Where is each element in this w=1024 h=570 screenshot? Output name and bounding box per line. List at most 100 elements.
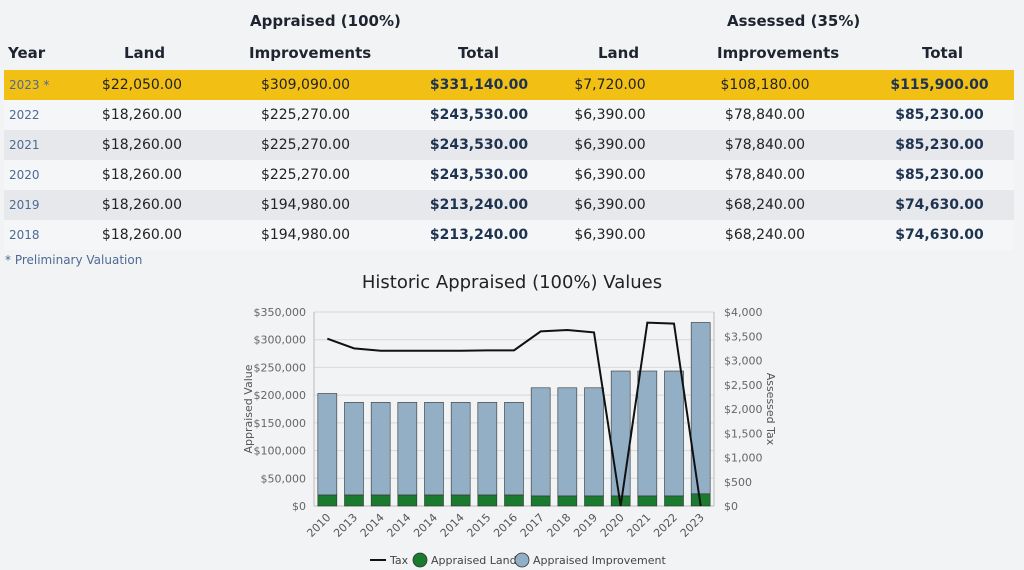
appraised-improvements-cell: $225,270.00 <box>208 100 403 130</box>
appraised-land-cell: $18,260.00 <box>76 130 208 160</box>
appraised-land-cell: $18,260.00 <box>76 220 208 250</box>
legend-land-label: Appraised Land <box>431 554 517 567</box>
x-tick-label: 2014 <box>384 511 413 540</box>
y2-tick-label: $1,500 <box>724 427 763 440</box>
bar-land <box>344 494 364 507</box>
bar-improvement <box>424 402 444 496</box>
tax-line <box>326 321 702 507</box>
y2-axis-label: Assessed Tax <box>764 373 777 446</box>
assessed-improvements-cell: $108,180.00 <box>665 70 865 100</box>
y-tick-label: $50,000 <box>261 472 307 485</box>
y2-tick-label: $500 <box>724 476 752 489</box>
appraised-land-cell: $18,260.00 <box>76 190 208 220</box>
assessed-improvements-cell: $78,840.00 <box>665 100 865 130</box>
x-tick-label: 2017 <box>518 511 547 540</box>
assessed-total-cell: $85,230.00 <box>865 100 1014 130</box>
appraised-total-cell: $243,530.00 <box>403 130 555 160</box>
y2-tick-label: $2,500 <box>724 379 763 392</box>
bar-land <box>450 494 471 507</box>
y2-tick-label: $0 <box>724 500 738 513</box>
y2-tick-label: $4,000 <box>724 306 763 319</box>
assessed-improvements-cell: $78,840.00 <box>665 160 865 190</box>
valuation-table: 2023 * $22,050.00 $309,090.00 $331,140.0… <box>4 70 1014 250</box>
table-row: 2019 $18,260.00 $194,980.00 $213,240.00 … <box>4 190 1014 220</box>
y2-tick-label: $3,000 <box>724 355 763 368</box>
x-tick-label: 2010 <box>304 511 333 540</box>
appraised-improvements-cell: $194,980.00 <box>208 190 403 220</box>
year-link[interactable]: 2021 <box>4 130 76 160</box>
bar-land <box>557 495 578 507</box>
x-tick-label: 2013 <box>331 511 360 540</box>
legend-land-swatch <box>412 552 428 568</box>
assessed-land-cell: $6,390.00 <box>555 130 665 160</box>
y-tick-label: $200,000 <box>254 389 307 402</box>
appraised-total-column-header: Total <box>458 44 499 62</box>
year-link[interactable]: 2019 <box>4 190 76 220</box>
x-tick-label: 2016 <box>491 511 520 540</box>
bar-improvement <box>610 370 631 497</box>
assessed-land-cell: $6,390.00 <box>555 220 665 250</box>
assessed-total-cell: $74,630.00 <box>865 190 1014 220</box>
appraised-total-cell: $213,240.00 <box>403 190 555 220</box>
y-tick-label: $0 <box>292 500 306 513</box>
appraised-land-cell: $18,260.00 <box>76 100 208 130</box>
table-row: 2021 $18,260.00 $225,270.00 $243,530.00 … <box>4 130 1014 160</box>
appraised-total-cell: $213,240.00 <box>403 220 555 250</box>
y2-tick-label: $3,500 <box>724 330 763 343</box>
y-tick-label: $300,000 <box>254 334 307 347</box>
assessed-land-column-header: Land <box>598 44 640 62</box>
table-row: 2018 $18,260.00 $194,980.00 $213,240.00 … <box>4 220 1014 250</box>
x-tick-label: 2022 <box>651 511 680 540</box>
table-row: 2020 $18,260.00 $225,270.00 $243,530.00 … <box>4 160 1014 190</box>
bar-improvement <box>584 387 604 497</box>
assessed-land-cell: $6,390.00 <box>555 160 665 190</box>
bar-land <box>664 495 684 507</box>
bar-land <box>504 494 524 507</box>
y2-tick-label: $2,000 <box>724 403 763 416</box>
assessed-improvements-cell: $68,240.00 <box>665 220 865 250</box>
assessed-land-cell: $6,390.00 <box>555 190 665 220</box>
x-tick-label: 2014 <box>358 511 387 540</box>
bar-land <box>397 494 418 507</box>
appraised-total-cell: $243,530.00 <box>403 100 555 130</box>
year-link[interactable]: 2023 * <box>4 70 76 100</box>
x-tick-label: 2014 <box>411 511 440 540</box>
bar-improvement <box>664 370 684 497</box>
year-link[interactable]: 2022 <box>4 100 76 130</box>
legend-improvement-label: Appraised Improvement <box>533 554 666 567</box>
assessed-total-cell: $85,230.00 <box>865 160 1014 190</box>
appraised-land-cell: $22,050.00 <box>76 70 208 100</box>
y-tick-label: $150,000 <box>254 417 307 430</box>
x-tick-label: 2015 <box>464 511 493 540</box>
bar-land <box>584 495 604 507</box>
assessed-total-column-header: Total <box>922 44 963 62</box>
chart-title: Historic Appraised (100%) Values <box>361 272 663 293</box>
year-link[interactable]: 2018 <box>4 220 76 250</box>
assessed-group-header: Assessed (35%) <box>727 12 861 30</box>
x-tick-label: 2019 <box>571 511 600 540</box>
bar-improvement <box>397 402 418 496</box>
appraised-total-cell: $331,140.00 <box>403 70 555 100</box>
appraised-group-header: Appraised (100%) <box>250 12 401 30</box>
bar-land <box>370 494 391 507</box>
y-tick-label: $250,000 <box>254 361 307 374</box>
bar-land <box>317 494 338 507</box>
appraised-land-column-header: Land <box>124 44 166 62</box>
assessed-improvements-cell: $78,840.00 <box>665 130 865 160</box>
bar-improvement <box>690 322 711 495</box>
x-tick-label: 2020 <box>598 511 627 540</box>
x-tick-label: 2021 <box>624 511 653 540</box>
year-link[interactable]: 2020 <box>4 160 76 190</box>
appraised-total-cell: $243,530.00 <box>403 160 555 190</box>
assessed-total-cell: $85,230.00 <box>865 130 1014 160</box>
assessed-total-cell: $115,900.00 <box>865 70 1014 100</box>
y-tick-label: $100,000 <box>254 445 307 458</box>
assessed-land-cell: $7,720.00 <box>555 70 665 100</box>
y2-tick-label: $1,000 <box>724 452 763 465</box>
bar-improvement <box>477 402 498 496</box>
appraised-land-cell: $18,260.00 <box>76 160 208 190</box>
bar-improvement <box>370 402 391 496</box>
bar-land <box>477 494 498 507</box>
bar-improvement <box>530 387 551 497</box>
